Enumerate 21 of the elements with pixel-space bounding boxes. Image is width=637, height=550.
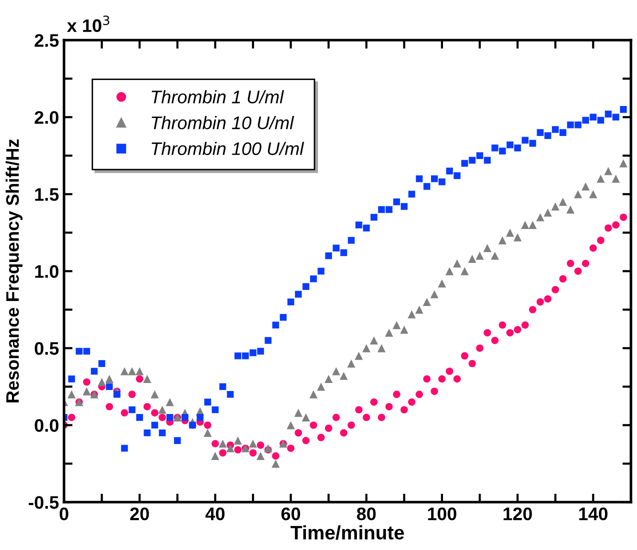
- y-tick-label: 1.5: [35, 188, 59, 201]
- x-tick-label: 0: [60, 507, 68, 520]
- y-axis-title: Resonance Frequency Shift/Hz: [6, 139, 22, 402]
- y-tick-label: 0.0: [34, 419, 58, 432]
- legend-label: Thrombin 1 U/ml: [152, 90, 284, 104]
- legend-label: Thrombin 10 U/ml: [152, 116, 294, 130]
- x-tick-label: 40: [205, 507, 224, 520]
- legend-label: Thrombin 100 U/ml: [152, 142, 304, 156]
- y-tick-label: -0.5: [28, 496, 59, 509]
- y-tick-label: 1.0: [35, 265, 58, 278]
- x-tick-label: 60: [281, 507, 300, 520]
- x-tick-label: 100: [428, 507, 456, 520]
- x-axis-title: Time/minute: [290, 525, 404, 540]
- x-tick-label: 140: [579, 507, 608, 520]
- y-tick-label: 2.5: [34, 34, 59, 47]
- x-tick-label: 20: [130, 507, 149, 520]
- x-tick-label: 80: [356, 507, 376, 520]
- x-tick-label: 120: [504, 507, 532, 520]
- y-tick-label: 2.0: [34, 111, 58, 124]
- y-tick-label: 0.5: [34, 342, 59, 355]
- text: x 10$^{3}$: [67, 16, 110, 32]
